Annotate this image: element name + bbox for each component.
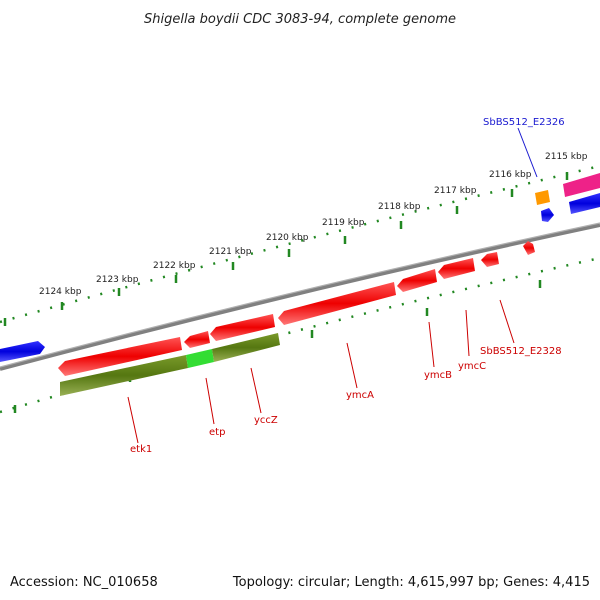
- gene-yccZ: [212, 333, 280, 362]
- cds-ymcC: [438, 258, 475, 279]
- tick-label-2124: 2124 kbp: [39, 287, 82, 297]
- tick-label-2115: 2115 kbp: [545, 152, 588, 162]
- blue-feature-left: [0, 341, 45, 362]
- magenta-feature: [563, 173, 600, 197]
- gene-etk1: [60, 355, 188, 396]
- red-cds-row: [58, 241, 535, 376]
- tick-label-2120: 2120 kbp: [266, 233, 309, 243]
- label-etk1: etk1: [130, 444, 152, 455]
- gene-row: [60, 333, 280, 396]
- label-leaders: [127, 299, 515, 444]
- tick-label-2119: 2119 kbp: [322, 218, 365, 228]
- gene-etp: [186, 349, 214, 368]
- tick-label-2121: 2121 kbp: [209, 247, 252, 257]
- accession-text: Accession: NC_010658: [10, 575, 158, 590]
- genome-summary-text: Topology: circular; Length: 4,615,997 bp…: [232, 575, 590, 590]
- tick-label-2122: 2122 kbp: [153, 261, 196, 271]
- label-ymcC: ymcC: [458, 361, 486, 372]
- tick-label-2118: 2118 kbp: [378, 202, 421, 212]
- cds-ymcB: [397, 269, 437, 292]
- label-ymcA: ymcA: [346, 390, 374, 401]
- cds-yccZ: [210, 314, 275, 341]
- blue-feature-right: [569, 193, 600, 214]
- tick-label-2116: 2116 kbp: [489, 170, 532, 180]
- label-ymcB: ymcB: [424, 370, 452, 381]
- cds-small-red: [523, 241, 535, 255]
- inner-tick-ring: [0, 256, 600, 414]
- cds-ymcA: [278, 282, 396, 325]
- label-etp: etp: [209, 427, 225, 438]
- cds-sb2328: [481, 252, 499, 267]
- genome-backbone: [0, 223, 600, 371]
- map-title: Shigella boydii CDC 3083-94, complete ge…: [144, 12, 456, 27]
- tick-label-2123: 2123 kbp: [96, 275, 139, 285]
- label-sb2326: SbBS512_E2326: [483, 117, 565, 128]
- label-yccZ: yccZ: [254, 415, 278, 426]
- tick-label-2117: 2117 kbp: [434, 186, 477, 196]
- blue-feature-small: [541, 208, 554, 222]
- tick-labels: 2124 kbp 2123 kbp 2122 kbp 2121 kbp 2120…: [39, 152, 588, 297]
- orange-feature: [535, 190, 550, 205]
- outer-tick-ring: [0, 164, 600, 324]
- blue-label-leader: [517, 127, 538, 178]
- cds-etk1: [58, 337, 182, 376]
- major-ticks: [3, 172, 569, 326]
- label-sb2328: SbBS512_E2328: [480, 346, 562, 357]
- cds-etp: [184, 331, 210, 348]
